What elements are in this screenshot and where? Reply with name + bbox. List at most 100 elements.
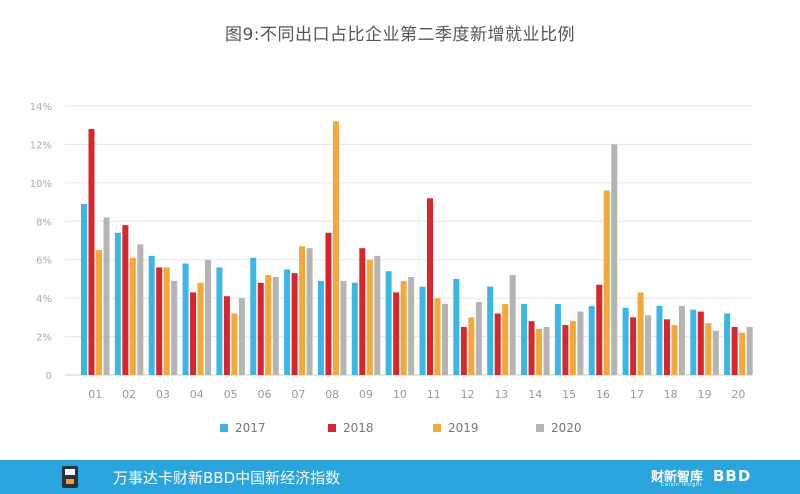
bar-2019-18 [671,325,678,375]
bar-2018-11 [427,198,433,375]
bar-2020-19 [712,330,719,375]
bar-2017-19 [690,309,697,375]
bar-2020-06 [272,277,279,375]
bar-chart: 0 2% 4% 6% 8% 10% 12% 14% 01 02 03 04 05 06 07 08 09 10 11… [30,102,753,435]
bar-2019-13 [502,303,509,375]
bar-2018-06 [257,282,264,375]
caixin-insight-logo: 财新智库 [651,470,704,485]
bar-2018-12 [460,326,467,375]
x-tick-label: 17 [630,388,644,401]
bar-2019-06 [265,275,272,375]
bar-2020-11 [442,303,448,375]
bar-2020-09 [374,255,381,375]
bar-2018-10 [393,292,400,375]
y-tick-label: 2% [36,333,52,344]
legend-label-2020: 2020 [551,421,582,435]
bar-2020-17 [645,315,652,375]
legend-swatch-2018 [328,424,336,432]
bar-2019-02 [129,257,136,375]
x-tick-label: 07 [291,388,305,401]
bar-2020-08 [340,280,347,375]
bbd-logo: BBD [713,467,752,485]
bar-2017-15 [554,303,561,375]
bar-2018-17 [630,317,637,375]
bar-2020-01 [103,217,110,375]
y-tick-label: 6% [36,256,52,267]
legend-swatch-2020 [536,424,544,432]
bar-2017-09 [351,282,358,375]
bar-2019-04 [197,282,204,375]
bar-2018-14 [528,321,535,375]
x-tick-label: 19 [698,388,712,401]
x-tick-label: 11 [427,388,441,401]
bar-2019-20 [739,332,746,375]
bar-2017-08 [317,280,324,375]
x-tick-label: 06 [258,388,272,401]
bar-2020-14 [543,326,550,375]
bar-2020-02 [137,244,144,375]
bar-2018-15 [562,325,569,375]
bar-2019-10 [400,280,407,375]
y-tick-label: 4% [36,294,52,305]
x-tick-label: 04 [190,388,204,401]
bar-2017-20 [724,313,731,375]
bar-2017-03 [148,255,155,375]
bar-2017-06 [250,257,257,375]
bar-2018-05 [223,296,230,375]
bar-2018-09 [359,248,366,375]
legend-label-2018: 2018 [343,421,374,435]
bar-2018-16 [596,284,603,375]
chart-title: 图9:不同出口占比企业第二季度新增就业比例 [224,25,576,45]
bar-2019-01 [96,250,102,375]
bar-2017-01 [81,203,87,375]
y-tick-label: 14% [30,102,52,113]
bar-2018-08 [325,232,332,375]
y-tick-label: 12% [30,140,52,151]
footer-index-name: 万事达卡财新BBD中国新经济指数 [113,469,341,487]
x-tick-label: 10 [393,388,407,401]
y-tick-label: 10% [30,179,52,190]
bar-2017-07 [284,269,291,375]
legend-swatch-2017 [220,424,228,432]
bar-2018-02 [122,225,129,375]
bar-2019-19 [705,323,712,375]
bar-2018-07 [291,273,298,375]
footer-bar: 万事达卡财新BBD中国新经济指数 财新智库 Caixin Insight BBD [0,460,800,494]
x-tick-label: 16 [596,388,610,401]
y-tick-label: 8% [36,217,52,228]
bar-2019-11 [434,298,441,375]
bar-2018-18 [663,319,670,375]
bar-2020-12 [475,301,482,375]
bar-2017-16 [588,305,595,375]
bar-2020-03 [171,280,178,375]
caixin-insight-subtext: Caixin Insight [661,482,702,488]
bar-2019-05 [231,313,238,375]
bar-2020-05 [238,298,245,375]
x-tick-label: 09 [359,388,373,401]
bar-2017-17 [622,307,629,375]
x-tick-label: 05 [224,388,238,401]
x-tick-label: 08 [325,388,339,401]
legend-label-2019: 2019 [448,421,479,435]
bar-2017-12 [453,278,460,375]
bar-2017-14 [521,303,528,375]
bar-2020-20 [746,326,753,375]
bar-2019-14 [536,328,543,375]
x-tick-label: 13 [494,388,508,401]
bar-2018-04 [190,292,197,375]
bar-2017-11 [419,286,426,375]
bar-2017-18 [656,305,663,375]
x-tick-label: 03 [156,388,170,401]
bar-2020-04 [205,259,212,375]
bar-2019-03 [163,267,170,375]
bar-2019-17 [637,292,644,375]
x-tick-label: 12 [461,388,475,401]
y-tick-label: 0 [46,371,52,382]
book-logo-icon [62,466,78,488]
bar-2020-13 [509,275,516,375]
bar-2017-13 [487,286,494,375]
bar-2020-16 [611,144,618,375]
bar-2019-07 [299,246,306,375]
bar-2020-15 [577,311,584,375]
legend-label-2017: 2017 [235,421,266,435]
